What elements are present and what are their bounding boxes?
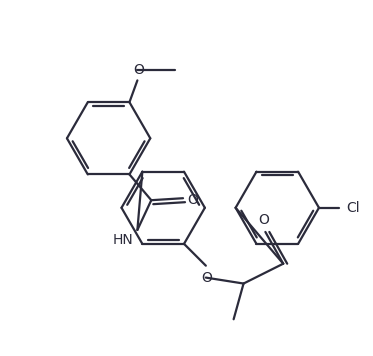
Text: O: O xyxy=(188,193,198,207)
Text: HN: HN xyxy=(113,233,134,247)
Text: Cl: Cl xyxy=(346,201,360,215)
Text: O: O xyxy=(258,213,269,227)
Text: O: O xyxy=(133,63,144,78)
Text: O: O xyxy=(201,271,212,284)
